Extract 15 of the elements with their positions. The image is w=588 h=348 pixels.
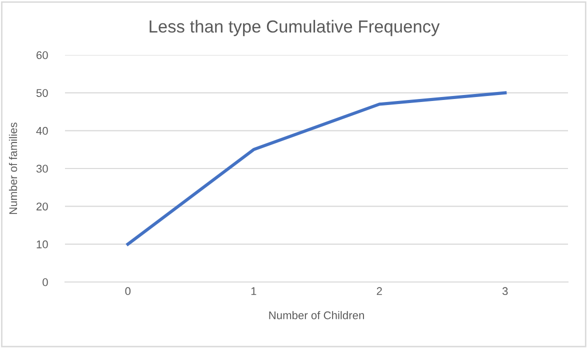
line-series (126, 91, 507, 246)
y-tick-label: 30 (36, 164, 48, 173)
y-tick-label: 20 (36, 202, 48, 210)
y-tick-label: 60 (36, 51, 48, 60)
y-tick-label: 0 (42, 278, 48, 286)
x-axis-title: Number of Children (269, 311, 364, 320)
y-tick-label: 10 (36, 240, 48, 248)
y-tick-label: 50 (36, 89, 48, 97)
y-tick-label: 40 (36, 126, 48, 135)
x-tick-label: 3 (502, 287, 508, 296)
x-tick-label: 1 (251, 287, 256, 295)
x-tick-label: 2 (376, 287, 382, 295)
chart-title: Less than type Cumulative Frequency (150, 20, 440, 36)
x-tick-label: 0 (125, 287, 131, 296)
y-axis-title: Number of families (8, 122, 18, 214)
